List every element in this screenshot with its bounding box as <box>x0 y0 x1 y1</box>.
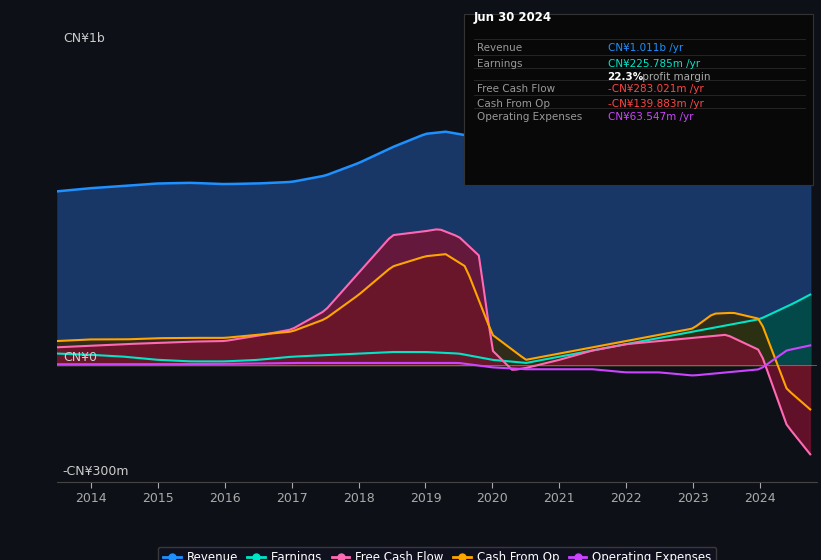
Text: CN¥225.785m /yr: CN¥225.785m /yr <box>608 59 699 69</box>
Legend: Revenue, Earnings, Free Cash Flow, Cash From Op, Operating Expenses: Revenue, Earnings, Free Cash Flow, Cash … <box>158 547 716 560</box>
Text: Jun 30 2024: Jun 30 2024 <box>474 11 552 24</box>
Text: -CN¥283.021m /yr: -CN¥283.021m /yr <box>608 84 704 94</box>
Text: Free Cash Flow: Free Cash Flow <box>477 84 555 94</box>
Text: 22.3%: 22.3% <box>608 72 644 82</box>
Text: -CN¥300m: -CN¥300m <box>63 465 130 478</box>
Text: -CN¥139.883m /yr: -CN¥139.883m /yr <box>608 99 704 109</box>
Text: Revenue: Revenue <box>477 43 522 53</box>
Text: CN¥1.011b /yr: CN¥1.011b /yr <box>608 43 683 53</box>
Text: Earnings: Earnings <box>477 59 522 69</box>
Text: CN¥63.547m /yr: CN¥63.547m /yr <box>608 112 693 122</box>
Text: Operating Expenses: Operating Expenses <box>477 112 582 122</box>
Text: CN¥0: CN¥0 <box>63 351 97 364</box>
Text: profit margin: profit margin <box>639 72 710 82</box>
Text: Cash From Op: Cash From Op <box>477 99 550 109</box>
Text: CN¥1b: CN¥1b <box>63 32 104 45</box>
